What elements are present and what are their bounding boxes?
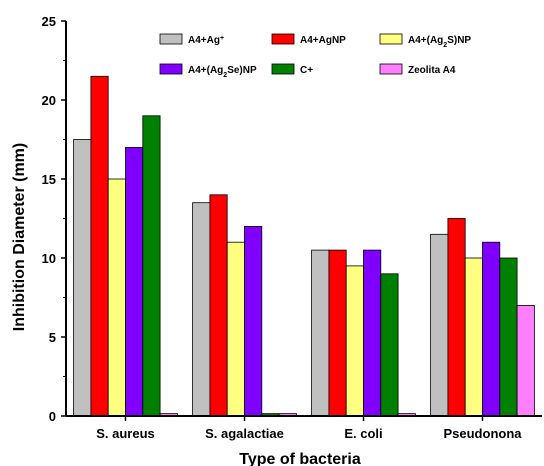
bar-1-4: [125, 146, 144, 417]
y-tick-label-5: 5: [49, 330, 56, 345]
y-tick-label-20: 20: [42, 93, 56, 108]
legend-swatch-1: [159, 33, 183, 45]
legend: A4+Ag+ A4+AgNP A4+(Ag2S)NP A4+(Ag2Se)NP C+ Ze…: [159, 33, 471, 79]
x-tick-label-3: E. coli: [344, 426, 382, 441]
bar-4-6: [516, 304, 535, 417]
bar-4-4: [482, 241, 501, 417]
legend-label-6: Zeolita A4: [408, 65, 456, 76]
bar-4-2: [447, 218, 466, 417]
bar-3-4: [363, 249, 382, 417]
bar-4-5: [499, 257, 518, 417]
y-tick-label-0: 0: [49, 409, 56, 424]
bar-3-5: [380, 273, 399, 417]
x-tick-label-4: Pseudonona: [443, 426, 522, 441]
bar-1-2: [90, 75, 109, 417]
legend-swatch-6: [379, 63, 403, 75]
legend-label-4: A4+(Ag2Se)NP: [188, 65, 257, 79]
legend-swatch-5: [271, 63, 295, 75]
legend-swatch-3: [379, 33, 403, 45]
y-axis-title: Inhibition Diameter (mm): [11, 143, 28, 331]
ticks-group: 0 5 10 15 20 25 S. aureus S. agalactiae E. coli P…: [42, 14, 523, 441]
bar-2-3: [226, 241, 245, 417]
legend-swatch-4: [159, 63, 183, 75]
legend-label-3: A4+(Ag2S)NP: [408, 35, 471, 49]
bar-2-4: [244, 225, 263, 417]
y-tick-label-25: 25: [42, 14, 56, 29]
x-axis-title: Type of bacteria: [239, 451, 361, 466]
bar-1-3: [107, 178, 126, 417]
legend-label-5: C+: [300, 65, 313, 76]
bar-3-3: [345, 265, 364, 417]
y-tick-label-15: 15: [42, 172, 56, 187]
y-tick-label-10: 10: [42, 251, 56, 266]
bar-4-1: [430, 233, 449, 417]
bar-3-2: [328, 249, 347, 417]
bar-1-5: [142, 115, 161, 417]
x-tick-label-1: S. aureus: [96, 426, 155, 441]
bars-group: [73, 75, 535, 417]
bar-2-1: [192, 202, 211, 417]
bar-1-1: [73, 139, 92, 417]
legend-label-1: A4+Ag+: [188, 35, 224, 47]
bar-2-2: [209, 194, 228, 417]
legend-label-2: A4+AgNP: [300, 35, 346, 46]
bar-3-1: [311, 249, 330, 417]
x-tick-label-2: S. agalactiae: [205, 426, 284, 441]
bar-4-3: [464, 257, 483, 417]
legend-swatch-2: [271, 33, 295, 45]
